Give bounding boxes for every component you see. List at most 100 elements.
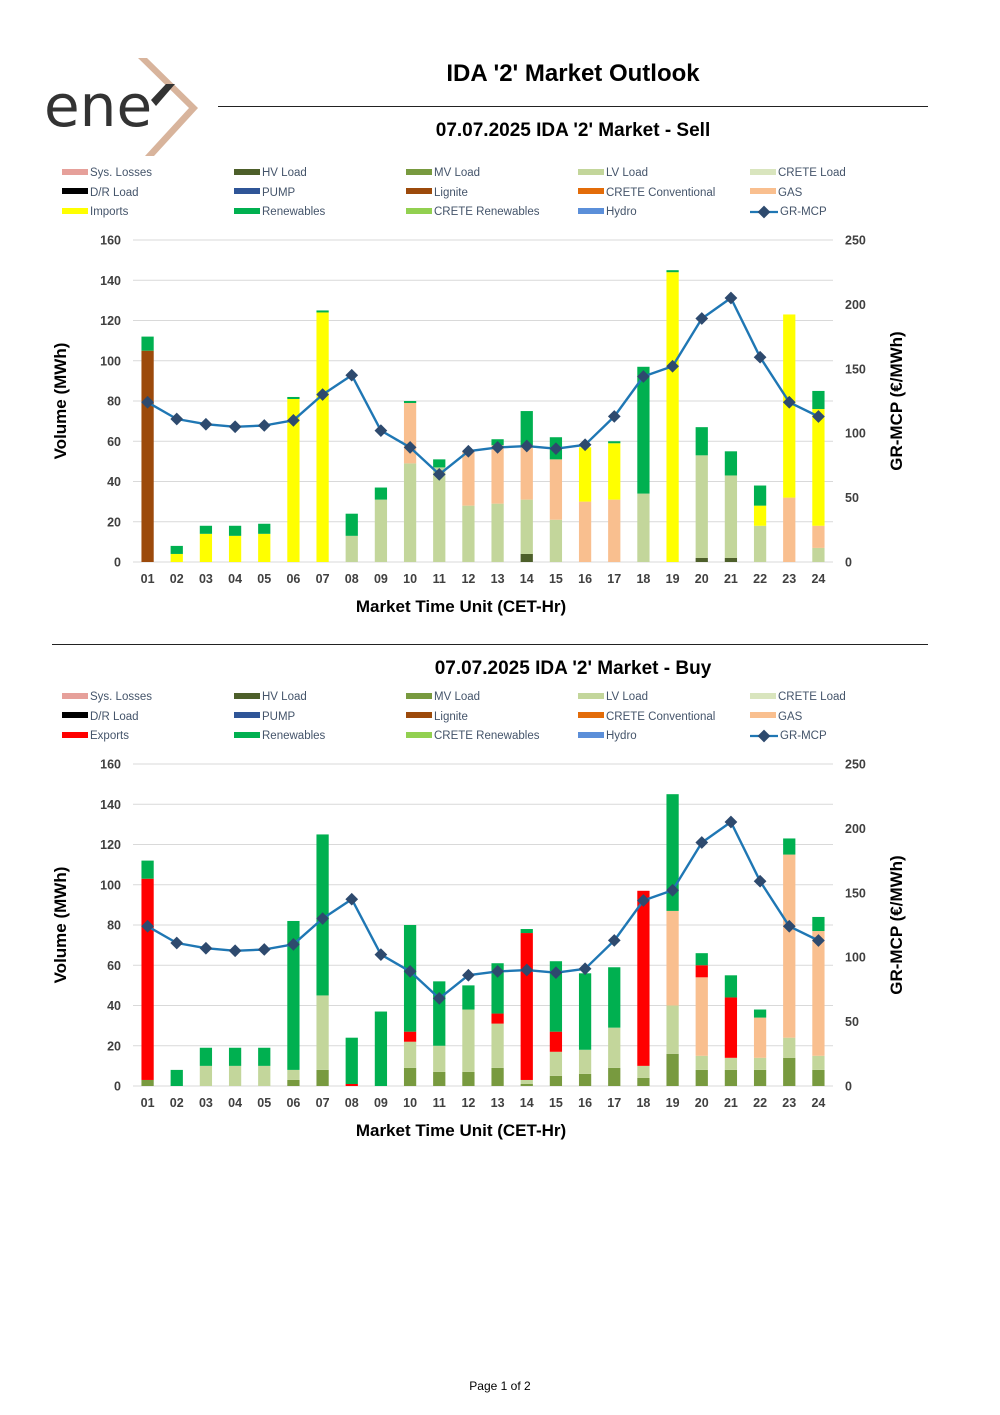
y-tick-label: 120 bbox=[100, 314, 121, 328]
legend-swatch bbox=[234, 168, 260, 175]
legend-item-pump: PUMP bbox=[234, 710, 295, 724]
x-tick-label: 02 bbox=[170, 1096, 184, 1110]
x-tick-label: 01 bbox=[141, 572, 155, 586]
buy-chart-legend: Sys. Losses HV Load MV Load LV Load CRETE Lo… bbox=[62, 690, 942, 750]
sell-chart-title: 07.07.2025 IDA '2' Market - Sell bbox=[435, 120, 711, 141]
x-tick-label: 11 bbox=[433, 572, 446, 586]
bar-gas-13 bbox=[491, 445, 504, 504]
y2-tick-label: 0 bbox=[845, 556, 852, 570]
x-tick-label: 07 bbox=[316, 1096, 330, 1110]
bar-lv-load-16 bbox=[578, 1049, 592, 1074]
bar-renewables-16 bbox=[578, 973, 592, 1050]
legend-label: Sys. Losses bbox=[90, 691, 152, 703]
bar-lv-load-13 bbox=[491, 1023, 504, 1068]
legend-line-swatch bbox=[750, 205, 778, 219]
bar-lv-load-09 bbox=[374, 499, 388, 562]
x-tick-label: 18 bbox=[636, 1096, 650, 1110]
bar-lv-load-22 bbox=[753, 1057, 767, 1070]
x-tick-label: 12 bbox=[461, 572, 475, 586]
bar-lignite-01 bbox=[141, 350, 154, 562]
x-tick-label: 04 bbox=[228, 1096, 242, 1110]
gr-mcp-point-18 bbox=[637, 894, 650, 907]
bar-gas-10 bbox=[403, 403, 417, 464]
legend-item-hydro: Hydro bbox=[578, 205, 637, 219]
legend-item-gr-mcp: GR-MCP bbox=[750, 205, 827, 219]
bar-gas-17 bbox=[608, 499, 621, 562]
bar-renewables-15 bbox=[549, 961, 563, 1032]
x-tick-label: 18 bbox=[636, 572, 650, 586]
legend-label: Renewables bbox=[262, 730, 326, 742]
bar-exports-18 bbox=[637, 890, 650, 1066]
legend-swatch bbox=[62, 207, 88, 214]
legend-label: PUMP bbox=[262, 710, 296, 723]
y-tick-label: 0 bbox=[114, 1080, 121, 1094]
bar-renewables-19 bbox=[666, 270, 679, 273]
x-tick-label: 06 bbox=[286, 572, 300, 586]
bar-renewables-06 bbox=[287, 920, 300, 1070]
x-tick-label: 10 bbox=[403, 572, 417, 586]
gr-mcp-point-18 bbox=[637, 370, 650, 383]
y-tick-label: 100 bbox=[100, 878, 121, 892]
legend-label: HV Load bbox=[262, 167, 307, 179]
y2-tick-label: 200 bbox=[845, 298, 866, 312]
bar-renewables-17 bbox=[608, 967, 621, 1028]
bar-gas-14 bbox=[520, 445, 533, 500]
gr-mcp-point-21 bbox=[724, 815, 738, 829]
legend-swatch bbox=[406, 692, 432, 699]
bar-renewables-21 bbox=[724, 451, 738, 476]
x-tick-label: 14 bbox=[520, 1096, 534, 1110]
bar-exports-15 bbox=[549, 1031, 563, 1052]
legend-swatch bbox=[234, 731, 260, 738]
bar-renewables-09 bbox=[374, 1011, 388, 1086]
legend-label: LV Load bbox=[606, 167, 648, 179]
gr-mcp-point-20 bbox=[695, 836, 709, 849]
legend-swatch bbox=[578, 188, 604, 195]
bar-lv-load-03 bbox=[199, 1065, 213, 1086]
gr-mcp-point-22 bbox=[753, 350, 767, 364]
x-tick-label: 16 bbox=[578, 572, 592, 586]
legend-swatch bbox=[406, 731, 432, 738]
gr-mcp-point-01 bbox=[141, 395, 154, 409]
bar-renewables-23 bbox=[783, 838, 796, 855]
bar-mv-load-19 bbox=[666, 1053, 679, 1086]
legend-item-renewables: Renewables bbox=[234, 205, 325, 219]
x-tick-label: 15 bbox=[549, 1096, 563, 1110]
legend-label: PUMP bbox=[262, 186, 296, 199]
bar-lv-load-12 bbox=[462, 1009, 475, 1072]
bar-imports-02 bbox=[170, 553, 183, 562]
x-tick-label: 19 bbox=[666, 572, 680, 586]
legend-item-sys-losses: Sys. Losses bbox=[62, 690, 152, 704]
y-tick-label: 100 bbox=[100, 354, 121, 368]
bar-lv-load-08 bbox=[345, 535, 358, 562]
legend-label: D/R Load bbox=[90, 710, 139, 723]
bar-imports-24 bbox=[812, 409, 825, 526]
bar-exports-20 bbox=[695, 965, 708, 978]
bar-mv-load-21 bbox=[724, 1069, 738, 1086]
bar-lv-load-23 bbox=[783, 1037, 796, 1058]
bar-renewables-06 bbox=[287, 396, 300, 399]
gr-mcp-point-16 bbox=[578, 962, 592, 976]
gr-mcp-point-20 bbox=[695, 312, 709, 325]
x-tick-label: 06 bbox=[286, 1096, 300, 1110]
y2-tick-label: 150 bbox=[845, 886, 866, 900]
bar-renewables-03 bbox=[199, 525, 213, 534]
bar-lv-load-24 bbox=[812, 1055, 825, 1070]
bar-renewables-24 bbox=[812, 390, 825, 410]
x-tick-label: 24 bbox=[811, 1096, 825, 1110]
bar-imports-22 bbox=[753, 505, 767, 526]
bar-renewables-11 bbox=[433, 981, 446, 1046]
legend-label: Renewables bbox=[262, 206, 326, 218]
legend-label: Imports bbox=[90, 206, 129, 218]
gr-mcp-point-03 bbox=[199, 941, 213, 955]
bar-renewables-17 bbox=[608, 441, 621, 444]
bar-mv-load-17 bbox=[608, 1067, 621, 1086]
bar-lv-load-04 bbox=[228, 1065, 242, 1086]
bar-mv-load-18 bbox=[637, 1077, 650, 1086]
bar-lv-load-11 bbox=[433, 467, 446, 562]
x-axis-title: Market Time Unit (CET-Hr) bbox=[356, 1121, 566, 1140]
bar-renewables-21 bbox=[724, 975, 738, 998]
bar-renewables-02 bbox=[170, 1069, 183, 1086]
logo-x-stroke-ink bbox=[151, 84, 175, 106]
bar-exports-21 bbox=[724, 997, 738, 1058]
y-tick-label: 160 bbox=[100, 758, 121, 772]
